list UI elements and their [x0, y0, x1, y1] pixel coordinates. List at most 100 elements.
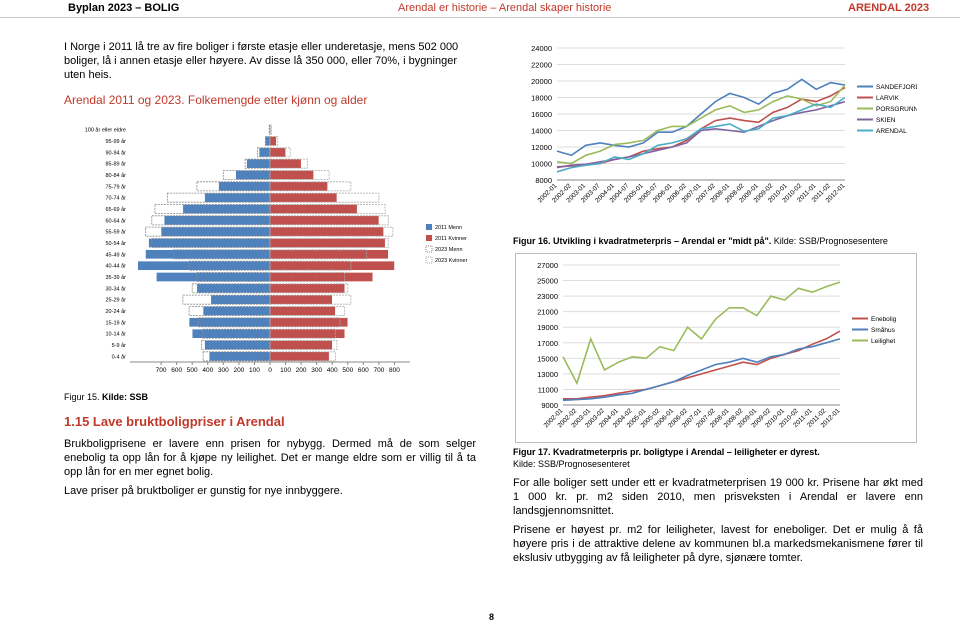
header-right: ARENDAL 2023	[848, 2, 930, 14]
bar	[269, 340, 338, 350]
x-tick-label: 400	[327, 367, 338, 374]
bar	[269, 260, 352, 271]
x-tick-label: 700	[373, 367, 384, 374]
legend-swatch	[426, 235, 432, 241]
bar	[204, 192, 271, 203]
bar	[269, 158, 302, 169]
caption-label: Figur 15.	[64, 392, 100, 402]
bar	[269, 272, 373, 282]
pyramid-heading: Arendal 2011 og 2023. Folkemengde etter …	[64, 93, 368, 107]
bar	[269, 215, 389, 226]
bar	[269, 351, 330, 362]
bar	[156, 272, 271, 282]
y-tick-label: 10-14 år	[106, 331, 127, 338]
y-tick-label: 9000	[541, 401, 558, 410]
bar	[218, 181, 271, 192]
chart-frame	[515, 253, 917, 443]
line	[556, 84, 846, 165]
y-tick-label: 100 år eller eldre	[85, 127, 126, 134]
bar	[269, 136, 279, 146]
bar	[151, 238, 271, 248]
bar	[269, 340, 333, 350]
bar	[173, 249, 271, 260]
bar	[269, 147, 286, 158]
y-tick-label: 18000	[531, 94, 552, 103]
y-tick-label: 25000	[537, 277, 558, 286]
y-tick-label: 12000	[531, 143, 552, 152]
y-tick-label: 70-74 år	[106, 195, 127, 202]
legend-label: 2023 Menn	[435, 247, 463, 253]
y-tick-label: 45-49 år	[106, 251, 127, 258]
bar	[269, 272, 346, 282]
bar	[269, 317, 348, 328]
bar	[204, 340, 271, 350]
legend-label: 2011 Menn	[435, 225, 462, 231]
intro-text: I Norge i 2011 lå tre av fire boliger i …	[64, 41, 459, 81]
bar	[269, 204, 358, 214]
bar	[269, 147, 291, 158]
bar	[145, 249, 271, 260]
y-tick-label: 19000	[537, 323, 558, 332]
bar	[258, 147, 271, 158]
page-number: 8	[489, 612, 495, 622]
bar	[269, 238, 386, 248]
bar	[210, 294, 271, 305]
bar	[196, 181, 271, 192]
bar	[269, 170, 314, 180]
bar	[269, 249, 367, 260]
legend-swatch	[425, 256, 433, 264]
caption: Figur 16. Utvikling i kvadratmeterpris –…	[513, 235, 888, 247]
y-tick-label: 21000	[537, 308, 558, 317]
bar	[264, 136, 271, 146]
y-tick-label: 20-24 år	[106, 308, 127, 315]
x-tick-label: 0	[268, 367, 272, 374]
y-tick-label: 80-84 år	[106, 172, 127, 179]
bar	[269, 317, 341, 328]
bar	[269, 136, 277, 146]
y-tick-label: 25-29 år	[106, 297, 127, 304]
bar	[265, 136, 271, 146]
legend-label: Leilighet	[871, 338, 895, 345]
x-tick-label: 300	[218, 367, 229, 374]
bar	[269, 328, 336, 339]
bar	[154, 204, 271, 214]
bar	[269, 192, 380, 203]
y-tick-label: 50-54 år	[106, 240, 127, 247]
legend-swatch	[426, 224, 432, 230]
bar	[209, 351, 271, 362]
bar	[166, 192, 271, 203]
legend-label: Småhus	[871, 326, 896, 334]
legend-label: ARENDAL	[876, 128, 907, 135]
y-tick-label: 40-44 år	[106, 263, 127, 270]
x-tick-label: 200	[296, 367, 307, 374]
bar	[246, 158, 271, 169]
y-tick-label: 15000	[537, 354, 558, 363]
bar	[145, 226, 271, 237]
x-tick-label: 400	[202, 367, 213, 374]
x-tick-label: 100	[249, 367, 260, 374]
x-tick-label: 800	[389, 367, 400, 374]
y-tick-label: 75-79 år	[106, 183, 127, 190]
line	[556, 78, 846, 157]
header-center: Arendal er historie – Arendal skaper his…	[398, 2, 612, 14]
line	[563, 330, 841, 400]
bar	[269, 249, 389, 260]
y-tick-label: 85-89 år	[106, 161, 127, 168]
bar	[269, 283, 349, 294]
bar	[188, 317, 271, 328]
legend-label: SANDEFJORD	[876, 84, 917, 91]
y-tick-label: 0-4 år	[112, 353, 127, 360]
type-line-chart: 9000 11000 13000 15000 17000 19000 21000 23000 2…	[515, 253, 917, 443]
y-tick-label: 24000	[531, 44, 552, 53]
bar	[202, 328, 271, 339]
bar	[196, 272, 271, 282]
y-tick-label: 15-19 år	[106, 319, 127, 326]
bar	[269, 181, 328, 192]
bar	[269, 226, 384, 237]
x-tick-label: 600	[358, 367, 369, 374]
bar	[192, 328, 271, 339]
y-tick-label: 8000	[535, 176, 552, 185]
right-paragraph: Prisene er høyest pr. m2 for leiligheter…	[513, 524, 923, 564]
bar	[244, 158, 271, 169]
legend-swatch	[425, 245, 433, 253]
